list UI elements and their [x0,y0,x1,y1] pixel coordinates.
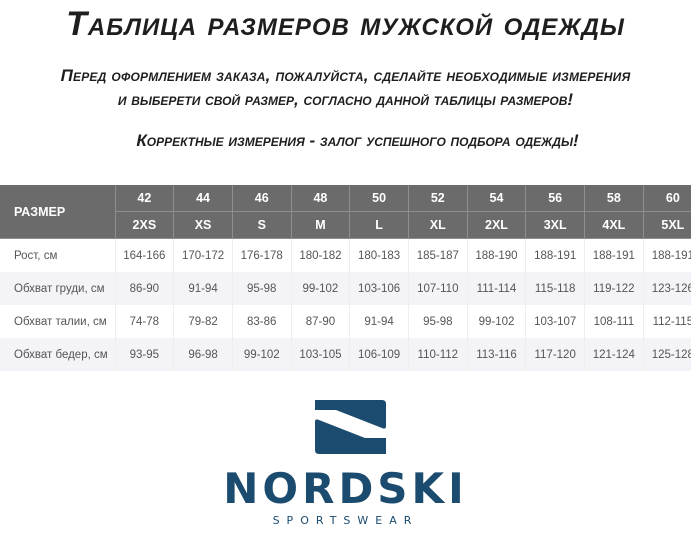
size-ru-header: 50 [349,185,409,212]
size-ru-header: 42 [114,185,174,212]
size-intl-header: 2XS [114,211,174,239]
size-ru-header: 56 [525,185,585,212]
measurement-value: 103-107 [525,305,585,338]
measurement-value: 83-86 [231,305,292,338]
measurement-value: 115-118 [525,272,585,305]
table-row: Рост, см 164-166 170-172 176-178 180-182 180-… [0,238,691,272]
measurement-value: 107-110 [407,272,468,305]
measurement-value: 106-109 [349,338,409,371]
size-ru-header: 46 [231,185,292,212]
measurement-value: 180-183 [349,238,409,272]
measurement-label: Обхват бедер, см [0,338,116,371]
measurement-value: 188-190 [466,238,526,272]
measurement-value: 91-94 [173,272,233,305]
size-intl-header: M [290,211,350,239]
page-title: Таблица размеров мужской одежды [66,5,625,43]
table-row: Обхват груди, см 86-90 91-94 95-98 99-102 103… [0,272,691,305]
size-ru-header: 58 [584,185,644,212]
size-header-row: РАЗМЕР 42 44 46 48 50 52 54 56 58 60 [0,185,691,239]
brand-tagline: SPORTSWEAR [272,514,419,527]
measurement-value: 123-126 [642,272,691,305]
measurement-value: 95-98 [407,305,468,338]
table-row: Обхват бедер, см 93-95 96-98 99-102 103-105 1… [0,338,691,371]
instruction-line-2: и выберети свой размер, согласно данной … [117,90,574,109]
measurement-value: 95-98 [231,272,292,305]
brand-name: NORDSKI [223,464,468,513]
size-intl-row: 2XS XS S M L XL 2XL 3XL 4XL 5XL [0,211,691,239]
measurement-value: 87-90 [290,305,350,338]
size-intl-header: 2XL [466,211,526,239]
measurement-value: 108-111 [584,305,644,338]
measurement-value: 74-78 [114,305,174,338]
size-row-header: РАЗМЕР [0,185,116,239]
measurement-value: 93-95 [114,338,174,371]
measurement-label: Обхват груди, см [0,272,116,305]
measurement-value: 180-182 [290,238,350,272]
measurement-value: 185-187 [407,238,468,272]
measurement-value: 111-114 [466,272,526,305]
instruction-line-1: Перед оформлением заказа, пожалуйста, сд… [60,66,631,85]
measurement-value: 188-191 [525,238,585,272]
size-intl-header: XS [173,211,233,239]
measurement-value: 86-90 [114,272,174,305]
measurement-value: 99-102 [466,305,526,338]
size-intl-header: 3XL [525,211,585,239]
size-ru-header: 48 [290,185,350,212]
size-intl-header: L [349,211,409,239]
size-ru-header: 60 [642,185,691,212]
measurement-value: 79-82 [173,305,233,338]
measurement-value: 112-115 [642,305,691,338]
measurement-value: 99-102 [231,338,292,371]
measurement-value: 110-112 [407,338,468,371]
measurement-value: 188-191 [642,238,691,272]
size-intl-header: 5XL [642,211,691,239]
measurement-value: 91-94 [349,305,409,338]
measurement-value: 170-172 [173,238,233,272]
measurement-value: 117-120 [525,338,585,371]
table-row: Обхват талии, см 74-78 79-82 83-86 87-90 91-9… [0,305,691,338]
measurement-note: Корректные измерения - залог успешного п… [136,131,579,150]
measurement-label: Рост, см [14,249,58,262]
measurement-value: 119-122 [584,272,644,305]
measurement-value: 125-128 [642,338,691,371]
size-intl-header: S [231,211,292,239]
nordski-n-logo-icon [315,400,386,454]
size-table: РАЗМЕР 42 44 46 48 50 52 54 56 58 60 2XS XS S M L XL 2XL 3… [0,185,691,371]
size-intl-header: XL [407,211,468,239]
measurement-value: 99-102 [290,272,350,305]
measurement-value: 113-116 [466,338,526,371]
measurement-value: 121-124 [584,338,644,371]
measurement-value: 103-105 [290,338,350,371]
size-ru-header: 54 [466,185,526,212]
measurement-value: 96-98 [173,338,233,371]
measurement-label: Обхват талии, см [14,315,107,328]
measurement-value: 176-178 [231,238,292,272]
size-ru-header: 44 [173,185,233,212]
size-ru-header: 52 [407,185,468,212]
measurement-value: 188-191 [584,238,644,272]
measurement-value: 103-106 [349,272,409,305]
measurement-value: 164-166 [114,238,174,272]
size-intl-header: 4XL [584,211,644,239]
